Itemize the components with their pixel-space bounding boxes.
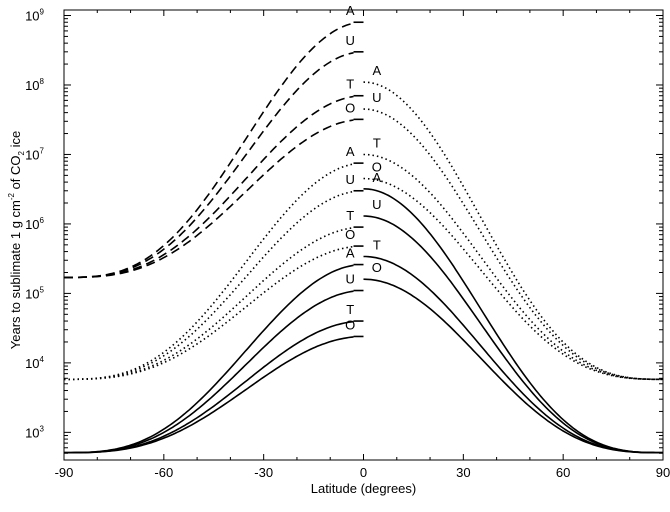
x-axis-title: Latitude (degrees) <box>311 481 417 496</box>
curves-layer <box>64 21 663 454</box>
curve-label-t: T <box>373 135 381 150</box>
y-tick-label: 108 <box>25 77 44 93</box>
y-axis-title-sup: -2 <box>7 192 16 200</box>
series-dashed-south-u <box>64 52 354 279</box>
curve-label-a: A <box>346 144 355 159</box>
y-axis-title: Years to sublimate 1 g cm-2 of CO2 ice <box>7 131 26 349</box>
series-solid-south-a <box>64 264 354 454</box>
curve-label-u: U <box>372 90 381 105</box>
series-dotted-north-t <box>363 153 663 381</box>
series-solid-north-t <box>363 255 663 454</box>
series-solid-north-a <box>363 188 663 454</box>
curve-label-o: O <box>372 260 382 275</box>
curve-label-t: T <box>346 77 354 92</box>
series-dashed-south-t <box>64 95 354 279</box>
y-tick-label: 103 <box>25 424 44 440</box>
curve-label-o: O <box>372 160 382 175</box>
series-dotted-south-t <box>64 226 354 381</box>
series-dotted-south-a <box>64 163 354 381</box>
y-axis-title-post: ice <box>8 131 23 151</box>
series-solid-south-u <box>64 290 354 454</box>
y-axis-title-pre: Years to sublimate 1 g cm <box>8 200 23 349</box>
x-axis: -90 -60 -30 0 30 60 90 <box>55 10 670 480</box>
curve-label-u: U <box>345 272 354 287</box>
curve-label-a: A <box>346 246 355 261</box>
series-dotted-south-u <box>64 190 354 381</box>
curve-label-a: A <box>372 170 381 185</box>
x-tick-label: -90 <box>55 465 74 480</box>
curve-label-u: U <box>372 197 381 212</box>
series-dotted-south-o <box>64 245 354 381</box>
series-dotted-north-a <box>363 81 663 381</box>
series-dashed-south-a <box>64 22 354 279</box>
curve-label-o: O <box>345 100 355 115</box>
curve-label-a: A <box>346 3 355 18</box>
y-tick-label: 107 <box>25 146 44 162</box>
curve-label-t: T <box>346 302 354 317</box>
y-tick-label: 104 <box>25 355 44 371</box>
y-tick-label: 106 <box>25 216 44 232</box>
curve-label-o: O <box>345 317 355 332</box>
y-axis-title-sub: 2 <box>17 150 26 155</box>
y-axis: 103 104 105 106 107 108 109 <box>25 8 663 461</box>
y-tick-label: 109 <box>25 8 44 24</box>
curve-label-a: A <box>372 63 381 78</box>
curve-label-u: U <box>345 172 354 187</box>
y-tick-label: 105 <box>25 285 44 301</box>
x-tick-label: 60 <box>556 465 570 480</box>
series-dashed-south-o <box>64 119 354 279</box>
series-solid-north-u <box>363 215 663 454</box>
series-dotted-north-u <box>363 108 663 381</box>
series-solid-south-t <box>64 320 354 454</box>
curve-label-u: U <box>345 33 354 48</box>
x-tick-label: 30 <box>456 465 470 480</box>
plot-frame <box>63 9 664 461</box>
y-axis-title-mid: of CO <box>8 155 23 193</box>
curve-label-t: T <box>373 237 381 252</box>
series-dotted-north-o <box>363 177 663 381</box>
x-tick-label: 0 <box>360 465 367 480</box>
x-tick-label: -60 <box>154 465 173 480</box>
x-tick-label: 90 <box>656 465 670 480</box>
series-solid-south-o <box>64 336 354 454</box>
curve-label-t: T <box>346 208 354 223</box>
x-tick-label: -30 <box>254 465 273 480</box>
curve-label-o: O <box>345 227 355 242</box>
series-solid-north-o <box>363 278 663 454</box>
